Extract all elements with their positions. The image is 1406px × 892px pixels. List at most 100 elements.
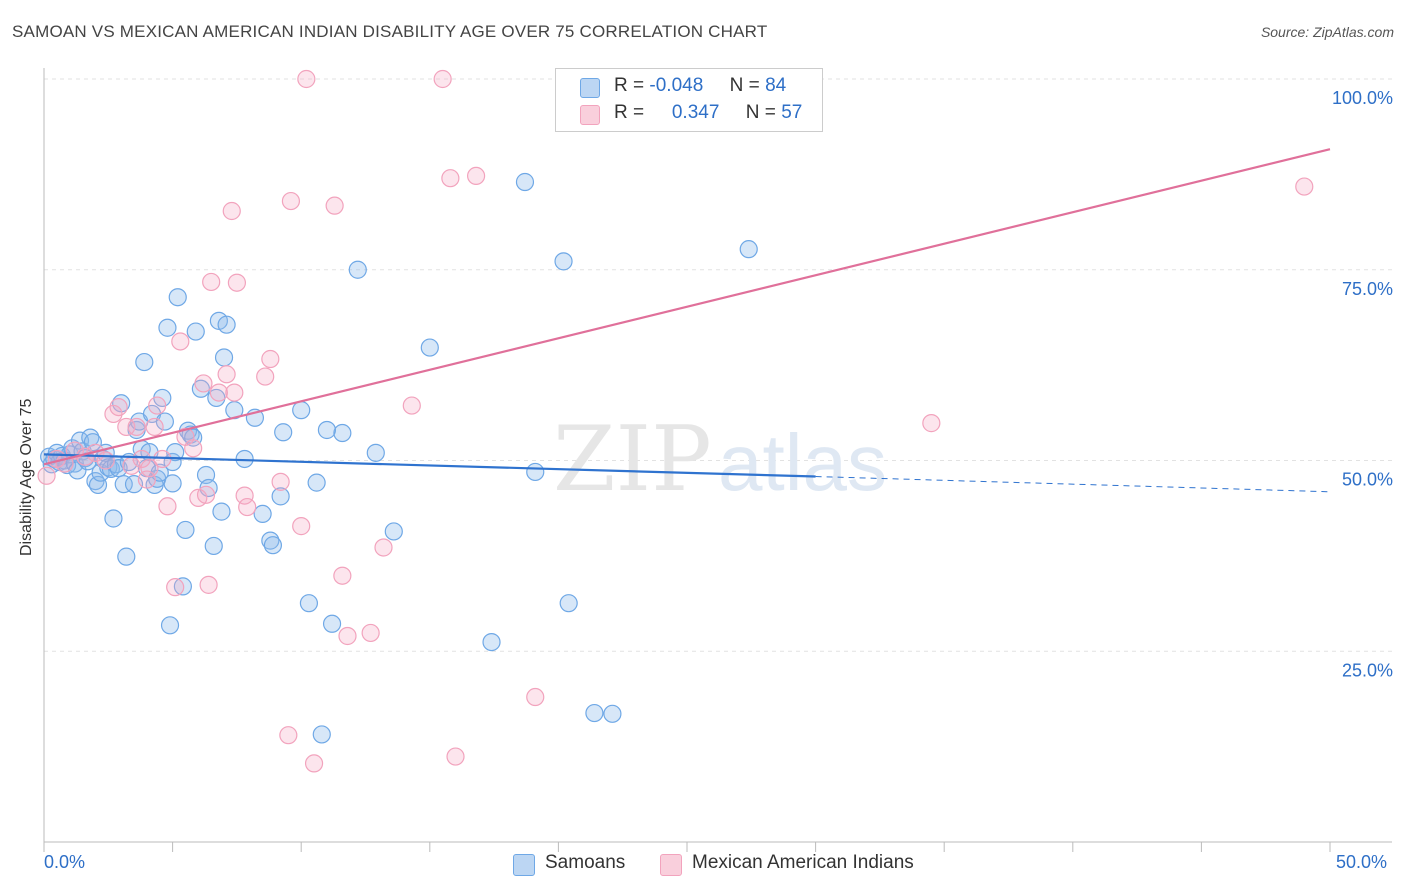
mexican-point — [922, 414, 941, 433]
mexican-point — [279, 726, 298, 745]
mexican-point — [374, 538, 393, 557]
y-axis-label: Disability Age Over 75 — [18, 398, 35, 556]
samoan-point — [317, 420, 337, 440]
y-tick-label: 75.0% — [1342, 279, 1393, 299]
samoan-point — [83, 433, 102, 452]
mexican-point — [109, 397, 128, 417]
y-tick-label: 25.0% — [1342, 660, 1393, 680]
samoan-point — [322, 614, 342, 633]
mexican-point — [292, 517, 311, 536]
bottom-legend-label-samoans: Samoans — [545, 852, 626, 873]
legend-n-value: 84 — [765, 75, 787, 96]
watermark-atlas: atlas — [718, 418, 887, 507]
x-tick-label-max: 50.0% — [1336, 852, 1388, 872]
samoan-point — [184, 428, 203, 447]
samoan-point — [603, 704, 622, 723]
mexican-point — [96, 451, 115, 470]
grid-lines — [44, 78, 1392, 652]
samoan-point — [212, 502, 231, 521]
samoan-point — [271, 487, 290, 506]
mexican-point — [140, 459, 159, 478]
samoan-point — [554, 252, 573, 271]
mexican-point — [217, 365, 236, 384]
mexican-point — [433, 69, 452, 89]
mexican-point — [171, 332, 190, 351]
mexican-point — [441, 169, 460, 188]
samoan-point — [420, 338, 439, 357]
samoan-trend-line — [43, 453, 816, 478]
mexican-point — [194, 374, 213, 393]
bottom-legend-label-mexican: Mexican American Indians — [692, 852, 914, 873]
samoan-point — [104, 509, 123, 528]
x-tick-label-min: 0.0% — [44, 852, 86, 872]
mexican-point — [132, 449, 151, 469]
mexican-point — [235, 486, 254, 505]
samoan-point — [559, 594, 578, 613]
y-tick-labels: 25.0% 50.0% 75.0% 100.0% — [1332, 88, 1393, 680]
mexican-point — [271, 472, 290, 491]
mexican-point — [1295, 177, 1314, 196]
samoan-point — [333, 423, 352, 443]
legend-text-samoans: R = -0.048 N = 84 — [614, 75, 786, 97]
mexican-point — [202, 272, 221, 292]
samoan-point — [217, 315, 236, 334]
samoan-point — [253, 504, 272, 524]
samoan-point — [114, 475, 133, 494]
samoan-point — [384, 522, 403, 541]
samoan-point — [307, 473, 326, 492]
samoan-point — [526, 462, 545, 482]
samoan-point — [482, 632, 501, 652]
y-tick-label: 50.0% — [1342, 470, 1393, 490]
y-tick-label: 100.0% — [1332, 88, 1393, 108]
samoan-point — [366, 443, 385, 462]
bottom-legend-swatch-mexican — [660, 854, 682, 876]
watermark-zip: ZIP — [553, 407, 712, 512]
legend-r-value: -0.048 — [649, 75, 704, 96]
mexican-point — [325, 196, 344, 215]
mexican-point — [209, 383, 228, 402]
chart-title: SAMOAN VS MEXICAN AMERICAN INDIAN DISABI… — [12, 22, 768, 41]
legend-text-mexican: R = 0.347 N = 57 — [614, 102, 802, 124]
legend-n-label: N = — [745, 102, 776, 123]
legend-n-value: 57 — [781, 102, 803, 123]
legend-r-label: R = — [614, 75, 645, 96]
samoan-point — [204, 536, 223, 556]
mexican-point — [304, 754, 324, 773]
samoan-point — [135, 352, 154, 372]
mexican-point — [137, 470, 156, 489]
mexican-point — [466, 166, 486, 186]
samoan-point — [214, 348, 234, 367]
mexican-point — [166, 578, 185, 597]
samoan-point — [117, 547, 136, 566]
mexican-point — [281, 191, 301, 211]
samoan-point — [739, 240, 758, 259]
samoan-trend-extension — [815, 476, 1331, 493]
mexican-point — [297, 69, 316, 89]
series-samoans — [40, 172, 758, 744]
watermark: ZIP atlas — [553, 407, 887, 512]
mexican-point — [333, 566, 352, 585]
samoan-point — [155, 412, 174, 431]
mexican-point — [196, 485, 216, 504]
mexican-point — [184, 439, 203, 458]
mexican-point — [227, 273, 246, 292]
bottom-legend-swatch-samoans — [513, 854, 535, 876]
legend-r-value: 0.347 — [671, 102, 720, 123]
source-label: Source: ZipAtlas.com — [1260, 24, 1394, 40]
samoan-point — [263, 536, 283, 555]
samoan-point — [274, 423, 293, 442]
trend-lines — [43, 148, 1331, 493]
samoan-point — [585, 703, 604, 723]
mexican-point — [222, 201, 241, 221]
mexican-point — [145, 417, 164, 437]
mexican-point — [526, 687, 545, 707]
mexican-point — [199, 575, 218, 594]
correlation-legend: R = -0.048 N = 84 R = 0.347 N = 57 — [555, 68, 823, 132]
mexican-point — [158, 497, 177, 516]
samoan-point — [186, 322, 205, 341]
mexican-point — [127, 417, 146, 437]
mexican-point — [117, 417, 136, 437]
mexican-point — [338, 626, 357, 646]
mexican-point — [225, 383, 244, 402]
